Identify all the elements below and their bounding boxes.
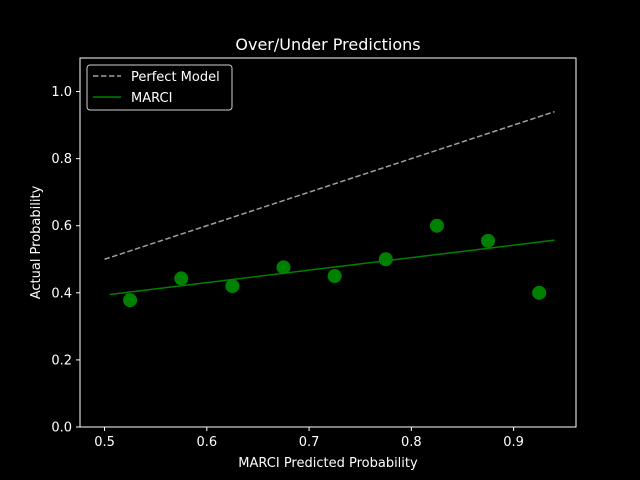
x-tick-label: 0.7 [299, 435, 320, 450]
plot-area [104, 110, 555, 308]
x-axis-label: MARCI Predicted Probability [238, 456, 418, 471]
scatter-point [276, 260, 291, 275]
scatter-point [123, 293, 138, 308]
y-axis: 0.0 0.2 0.4 0.6 0.8 1.0 [51, 85, 80, 436]
y-tick-label: 1.0 [51, 85, 72, 100]
legend: Perfect Model MARCI [86, 64, 233, 111]
x-tick-label: 0.9 [503, 435, 524, 450]
x-tick-label: 0.6 [196, 435, 217, 450]
y-tick-label: 0.4 [51, 286, 72, 301]
x-tick-label: 0.8 [401, 435, 422, 450]
scatter-point [378, 252, 393, 267]
series-line-perfect-model [104, 110, 555, 260]
y-tick-label: 0.8 [51, 152, 72, 167]
chart-title: Over/Under Predictions [235, 35, 420, 54]
legend-label-perfect-model: Perfect Model [131, 70, 220, 85]
scatter-point [429, 218, 444, 233]
y-tick-label: 0.0 [51, 421, 72, 436]
y-tick-label: 0.6 [51, 219, 72, 234]
x-tick-label: 0.5 [94, 435, 115, 450]
scatter-point [481, 233, 496, 248]
axes-frame [79, 57, 577, 428]
scatter-point [327, 269, 342, 284]
y-axis-label: Actual Probability [29, 185, 44, 299]
legend-label-marci: MARCI [131, 91, 172, 106]
x-axis: 0.5 0.6 0.7 0.8 0.9 [94, 427, 524, 450]
scatter-point [174, 271, 189, 286]
series-line-marci [109, 239, 555, 296]
scatter-point [225, 279, 240, 294]
y-tick-label: 0.2 [51, 353, 72, 368]
legend-box [86, 64, 233, 111]
scatter-point [532, 285, 547, 300]
